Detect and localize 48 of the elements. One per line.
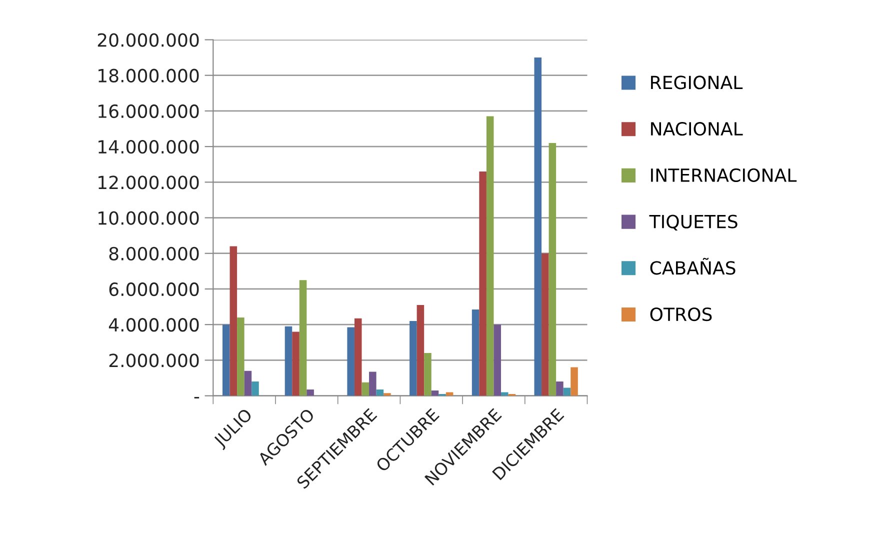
bar [244,370,252,396]
bar [369,372,376,396]
y-tick-label: 20.000.000 [98,33,199,47]
bar [479,171,486,396]
bar [284,326,292,396]
bar [222,324,230,396]
bar [410,321,417,396]
bar [534,58,542,396]
bar [416,304,424,396]
y-tick-label: 10.000.000 [98,211,199,225]
bar [446,392,454,396]
bar [431,390,439,396]
bar [424,353,432,396]
y-tick-label: 6.000.000 [109,282,199,296]
y-tick-label: 12.000.000 [98,176,199,190]
bar [548,142,556,396]
bar [354,318,362,396]
bar [376,390,384,396]
y-tick-label: 18.000.000 [98,68,199,82]
legend-label: OTROS [650,307,712,322]
bar [472,309,480,396]
legend-label: CABAÑAS [650,258,736,275]
bar [486,116,494,396]
bar [230,246,238,396]
y-tick-label: 8.000.000 [109,246,199,260]
legend-label: REGIONAL [651,76,743,90]
bar [384,393,391,396]
bar [501,392,508,396]
y-tick-label: 14.000.000 [98,140,199,154]
legend-label: TIQUETES [649,214,738,230]
bar [292,332,300,396]
legend-label: NACIONAL [651,122,743,136]
bar [563,388,571,396]
bar [494,324,501,396]
legend-label: INTERNACIONAL [651,168,797,182]
y-tick-label: - [194,396,200,398]
bar [237,317,244,396]
y-tick-label: 16.000.000 [98,104,199,118]
bar [570,367,578,396]
bar [542,253,549,396]
y-tick-label: 4.000.000 [108,318,199,332]
bar [362,382,370,396]
y-tick-label: 2.000.000 [109,354,199,368]
bar [347,327,354,396]
bar [306,390,314,396]
bar [252,382,259,396]
bar [556,382,564,396]
bar [299,280,307,396]
